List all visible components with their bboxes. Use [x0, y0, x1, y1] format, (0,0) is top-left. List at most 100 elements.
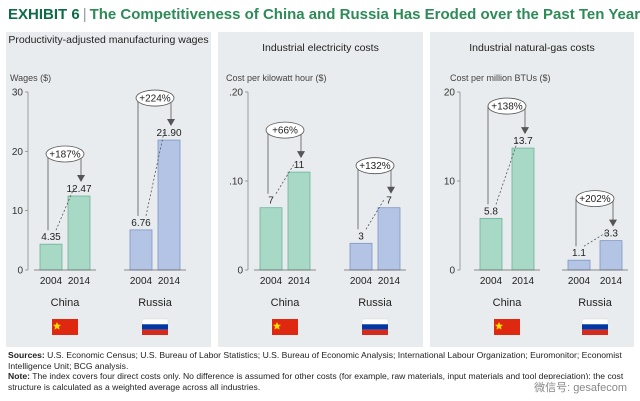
change-label: +138% — [491, 102, 523, 113]
y-axis-label: Cost per kilowatt hour ($) — [226, 73, 327, 83]
x-tick-label: 2014 — [158, 276, 181, 287]
y-tick-label: 10 — [12, 206, 24, 217]
gas-bar-russia-2014 — [599, 240, 623, 271]
change-oval — [135, 89, 175, 107]
y-tick-label: .10 — [229, 177, 243, 188]
x-tick-label: 2014 — [600, 276, 623, 287]
data-label: 3.3 — [604, 229, 618, 240]
arrow-head — [167, 119, 175, 127]
x-tick-label: 2014 — [68, 276, 91, 287]
electricity-bar-china-2004 — [259, 207, 283, 271]
electricity-chart: 0 .10 .20 7 2004 11 2014 +66% China 3 2004 7 2014 +13… — [229, 88, 406, 335]
x-tick-label: 2014 — [378, 276, 401, 287]
change-label: +202% — [579, 194, 611, 205]
arrow-head — [297, 151, 305, 159]
x-tick-label: 2014 — [512, 276, 535, 287]
china-flag-field — [272, 319, 298, 335]
x-tick-label: 2004 — [480, 276, 503, 287]
x-tick-label: 2014 — [288, 276, 311, 287]
russia-flag-red — [582, 329, 608, 335]
russia-flag-blue — [142, 324, 168, 330]
wages-bar-china-2004 — [39, 243, 63, 271]
dashed-connector — [583, 232, 607, 247]
sources-text: U.S. Economic Census; U.S. Bureau of Lab… — [8, 350, 622, 371]
panel-title: Industrial natural-gas costs — [469, 42, 595, 54]
russia-flag-white — [581, 318, 609, 325]
y-tick-label: 0 — [449, 266, 455, 277]
electricity-bar-russia-2004 — [349, 242, 373, 271]
x-tick-label: 2004 — [350, 276, 373, 287]
x-tick-label: 2004 — [568, 276, 591, 287]
china-flag-star — [495, 322, 503, 330]
x-tick-label: 2004 — [130, 276, 153, 287]
data-label: 4.35 — [41, 232, 61, 243]
china-flag — [52, 319, 78, 335]
data-label: 12.47 — [66, 184, 91, 195]
wages-bar-china-2014 — [67, 195, 91, 271]
electricity-bar-china-2014 — [287, 171, 311, 271]
change-oval — [575, 190, 615, 208]
china-flag — [272, 319, 298, 335]
header-separator: | — [82, 6, 87, 23]
data-label: 13.7 — [513, 136, 533, 147]
dashed-connector — [365, 199, 385, 230]
sources-label: Sources: — [8, 350, 45, 360]
gas-bar-china-2004 — [479, 217, 503, 271]
exhibit-title: The Competitiveness of China and Russia … — [89, 6, 640, 23]
china-flag-star — [273, 322, 281, 330]
change-label: +132% — [359, 161, 391, 172]
arrow-head — [387, 186, 395, 194]
electricity-panel: Industrial electricity costs Cost per ki… — [218, 32, 423, 347]
panel-title: Productivity-adjusted manufacturing wage… — [8, 34, 209, 46]
y-tick-label: 0 — [17, 266, 23, 277]
arrow-head — [77, 175, 85, 183]
gas-panel: Industrial natural-gas costs Cost per mi… — [430, 32, 634, 347]
wages-bar-russia-2004 — [129, 229, 153, 271]
group-label-china: China — [493, 297, 523, 309]
y-tick-label: .20 — [229, 88, 243, 99]
change-label: +66% — [272, 126, 298, 137]
russia-flag — [141, 318, 169, 335]
russia-flag-red — [142, 329, 168, 335]
data-label: 7 — [386, 196, 392, 207]
data-label: 5.8 — [484, 206, 498, 217]
russia-flag-white — [141, 318, 169, 325]
china-flag-field — [494, 319, 520, 335]
gas-chart: 0 10 20 5.8 2004 13.7 2014 +138% China 1.1 2004 3.3… — [444, 88, 628, 335]
china-flag — [494, 319, 520, 335]
y-tick-label: 30 — [12, 88, 24, 99]
note-text: The index covers four direct costs only.… — [8, 371, 624, 392]
group-label-china: China — [271, 297, 301, 309]
x-tick-label: 2004 — [40, 276, 63, 287]
y-axis-label: Wages ($) — [10, 73, 52, 83]
russia-flag — [361, 318, 389, 335]
russia-flag-white — [361, 318, 389, 325]
wages-chart: 0 10 20 30 4.35 2004 12.47 2014 +187% China 6.76 20… — [12, 88, 186, 335]
gas-bar-russia-2004 — [567, 259, 591, 271]
russia-flag-blue — [582, 324, 608, 330]
group-label-china: China — [51, 297, 81, 309]
group-label-russia: Russia — [358, 297, 393, 309]
data-label: 1.1 — [572, 248, 586, 259]
data-label: 7 — [268, 196, 274, 207]
sources-note: Sources: U.S. Economic Census; U.S. Bure… — [8, 350, 632, 392]
arrow-head — [609, 219, 617, 227]
change-label: +187% — [49, 150, 81, 161]
watermark: 微信号: gesafecom — [531, 379, 630, 395]
china-flag-field — [52, 319, 78, 335]
group-label-russia: Russia — [578, 297, 613, 309]
data-label: 21.90 — [156, 128, 181, 139]
y-tick-label: 20 — [444, 88, 456, 99]
change-oval — [265, 121, 305, 139]
wages-panel: Productivity-adjusted manufacturing wage… — [6, 32, 211, 347]
change-oval — [487, 97, 527, 115]
change-oval — [45, 145, 85, 163]
russia-flag-blue — [362, 324, 388, 330]
y-tick-label: 0 — [237, 266, 243, 277]
exhibit-header: EXHIBIT 6 | The Competitiveness of China a… — [8, 6, 640, 23]
data-label: 3 — [358, 231, 364, 242]
wages-bar-russia-2014 — [157, 139, 181, 271]
change-label: +224% — [139, 94, 171, 105]
panel-title: Industrial electricity costs — [262, 42, 379, 54]
note-label: Note: — [8, 371, 30, 382]
